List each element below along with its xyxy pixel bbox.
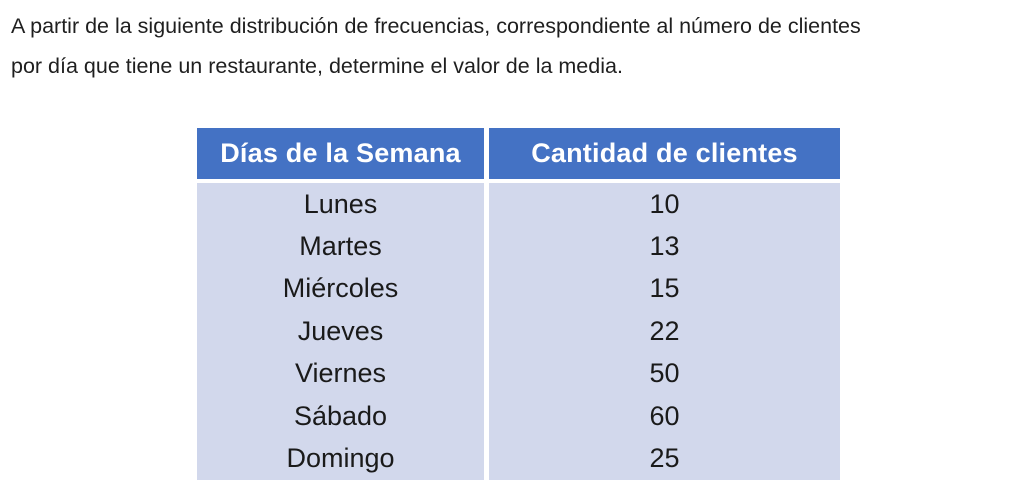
table-cell-clients: 22 — [489, 310, 840, 353]
table-cell-day: Lunes — [197, 183, 484, 226]
question-line-2: por día que tiene un restaurante, determ… — [11, 54, 623, 78]
table-cell-clients: 15 — [489, 267, 840, 311]
table-cell-day: Martes — [197, 225, 484, 268]
table-cell-clients: 60 — [489, 394, 840, 438]
table-cell-clients: 25 — [489, 437, 840, 480]
table-cell-day: Sábado — [197, 394, 484, 438]
table-body: Lunes 10 Martes 13 Miércoles 15 Jueves 2… — [197, 183, 840, 480]
question-line-1: A partir de la siguiente distribución de… — [11, 14, 861, 38]
header-cell-days: Días de la Semana — [197, 128, 484, 179]
question-text: A partir de la siguiente distribución de… — [11, 6, 1016, 86]
table-cell-day: Domingo — [197, 437, 484, 480]
header-cell-clients: Cantidad de clientes — [489, 128, 840, 179]
table-cell-clients: 10 — [489, 183, 840, 226]
table-cell-clients: 50 — [489, 352, 840, 395]
table-cell-day: Jueves — [197, 310, 484, 353]
frequency-table: Días de la Semana Cantidad de clientes L… — [197, 128, 840, 480]
table-cell-day: Viernes — [197, 352, 484, 395]
table-cell-day: Miércoles — [197, 267, 484, 311]
table-cell-clients: 13 — [489, 225, 840, 268]
table-header-row: Días de la Semana Cantidad de clientes — [197, 128, 840, 179]
